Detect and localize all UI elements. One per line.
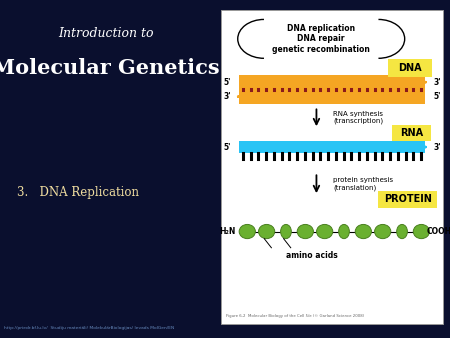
Text: protein synthesis
(translation): protein synthesis (translation) (333, 177, 393, 191)
Text: Molecular Genetics: Molecular Genetics (0, 57, 220, 78)
Ellipse shape (239, 224, 256, 239)
FancyBboxPatch shape (378, 191, 437, 208)
Text: DNA repair: DNA repair (297, 34, 345, 43)
Text: DNA: DNA (398, 63, 422, 73)
Ellipse shape (374, 224, 391, 239)
Text: http://priedr.bf.lu.lv/  Studiju materiāli/ MolekulārBiologijas/ Ievads MolGen: http://priedr.bf.lu.lv/ Studiju materiā… (4, 325, 175, 330)
Text: 3': 3' (223, 92, 231, 101)
Ellipse shape (316, 224, 333, 239)
Ellipse shape (297, 224, 313, 239)
Text: 3': 3' (433, 78, 441, 87)
Ellipse shape (339, 224, 349, 239)
Text: DNA replication: DNA replication (287, 24, 355, 33)
Text: Figure 6-2  Molecular Biology of the Cell 5/e (© Garland Science 2008): Figure 6-2 Molecular Biology of the Cell… (226, 314, 364, 318)
FancyBboxPatch shape (388, 59, 432, 77)
Ellipse shape (281, 224, 291, 239)
Text: RNA synthesis
(transcription): RNA synthesis (transcription) (333, 111, 383, 124)
Text: Introduction to: Introduction to (58, 27, 153, 40)
Text: PROTEIN: PROTEIN (384, 194, 432, 204)
Bar (239, 141, 425, 153)
Bar (239, 89, 425, 104)
Ellipse shape (396, 224, 407, 239)
Text: 5': 5' (223, 143, 231, 151)
Ellipse shape (413, 224, 429, 239)
Text: 3.   DNA Replication: 3. DNA Replication (17, 186, 139, 199)
FancyBboxPatch shape (392, 125, 431, 141)
Text: 3': 3' (433, 143, 441, 151)
Text: COOH: COOH (427, 227, 450, 236)
Text: 5': 5' (223, 78, 231, 87)
Text: RNA: RNA (400, 128, 423, 138)
Ellipse shape (355, 224, 371, 239)
Text: H₂N: H₂N (219, 227, 235, 236)
Ellipse shape (258, 224, 275, 239)
Text: amino acids: amino acids (286, 251, 338, 260)
Text: genetic recombination: genetic recombination (272, 45, 370, 53)
FancyBboxPatch shape (221, 10, 443, 324)
Text: 5': 5' (433, 92, 441, 101)
Bar (239, 75, 425, 90)
